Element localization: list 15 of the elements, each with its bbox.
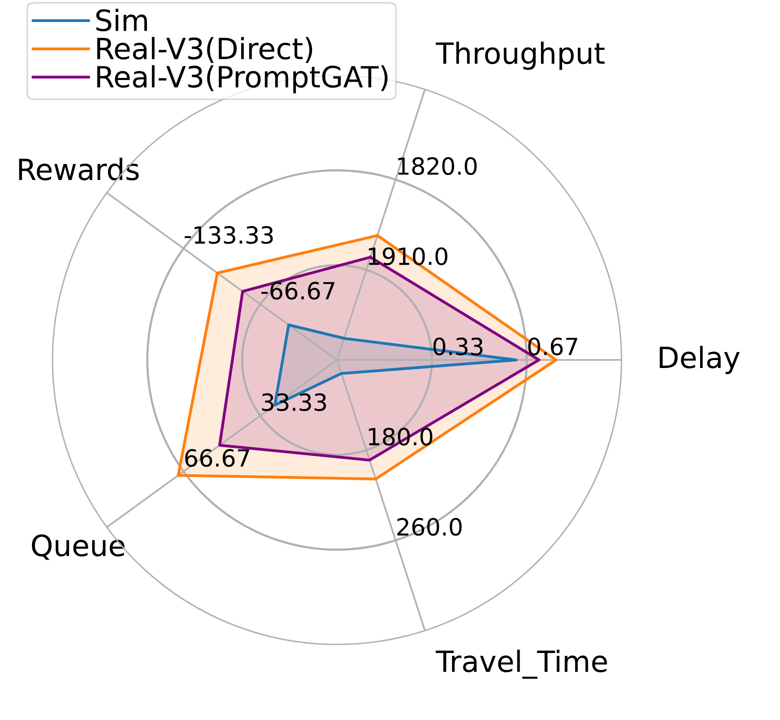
legend-label: Sim xyxy=(96,8,147,32)
text: 0.33 xyxy=(433,338,483,356)
text: 1820.0 xyxy=(398,157,477,175)
spoke-label: Queue xyxy=(32,534,125,560)
text: 33.33 xyxy=(262,393,326,412)
spoke-label: Delay xyxy=(660,346,740,374)
spoke-label: Throughput xyxy=(436,42,605,70)
legend-label: Real-V3(PromptGAT) xyxy=(97,65,388,94)
legend-label: Real-V3(Direct) xyxy=(97,36,312,63)
text: 66.67 xyxy=(185,449,250,467)
text: -133.33 xyxy=(184,226,273,244)
text: 260.0 xyxy=(397,518,462,536)
spoke-label: Travel_Time xyxy=(436,650,607,679)
spoke-label: Rewards xyxy=(19,158,139,180)
text: -66.67 xyxy=(261,282,334,300)
